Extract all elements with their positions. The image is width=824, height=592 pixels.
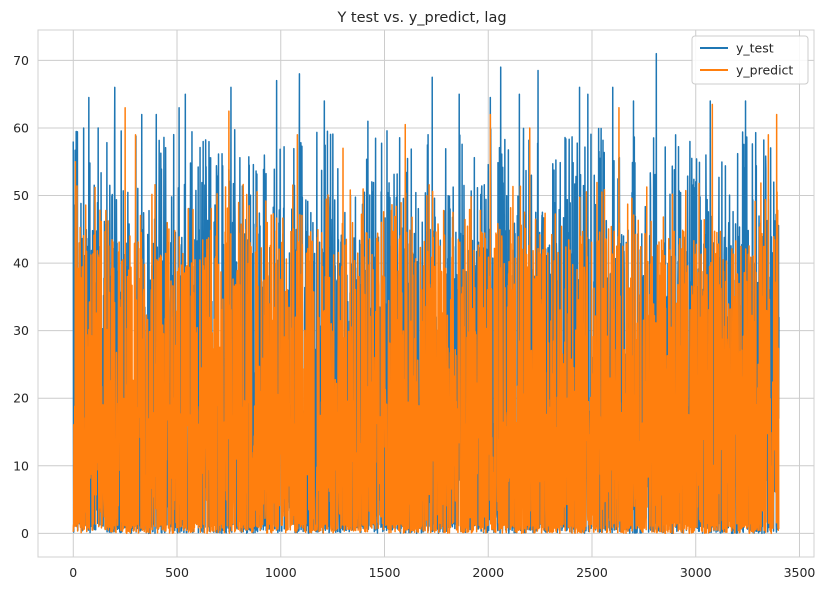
series-layer: [72, 52, 780, 535]
plot-frame: [37, 29, 815, 558]
y-tick-label: 10: [13, 458, 29, 473]
series-line-y-predict: [72, 103, 780, 535]
x-tick-label: 3500: [784, 565, 816, 580]
y-tick-label: 70: [13, 53, 29, 68]
y-tick-labels: 0 10 20 30 40 50 60 70: [13, 53, 29, 541]
x-tick-label: 500: [165, 565, 189, 580]
y-tick-label: 20: [13, 391, 29, 406]
x-tick-labels: 0 500 1000 1500 2000 2500 3000 3500: [69, 565, 815, 580]
y-tick-label: 40: [13, 256, 29, 271]
x-tick-label: 3000: [680, 565, 712, 580]
y-tick-label: 50: [13, 188, 29, 203]
chart-title: Y test vs. y_predict, lag: [336, 10, 506, 26]
legend: y_test y_predict: [691, 35, 809, 85]
y-tick-label: 30: [13, 323, 29, 338]
legend-label-y-predict: y_predict: [736, 63, 793, 78]
x-tick-label: 1000: [265, 565, 297, 580]
legend-label-y-test: y_test: [736, 41, 774, 56]
x-tick-label: 1500: [369, 565, 401, 580]
y-tick-label: 0: [21, 526, 29, 541]
x-tick-label: 2500: [576, 565, 608, 580]
x-tick-label: 0: [69, 565, 77, 580]
x-tick-label: 2000: [472, 565, 504, 580]
y-tick-label: 60: [13, 120, 29, 135]
